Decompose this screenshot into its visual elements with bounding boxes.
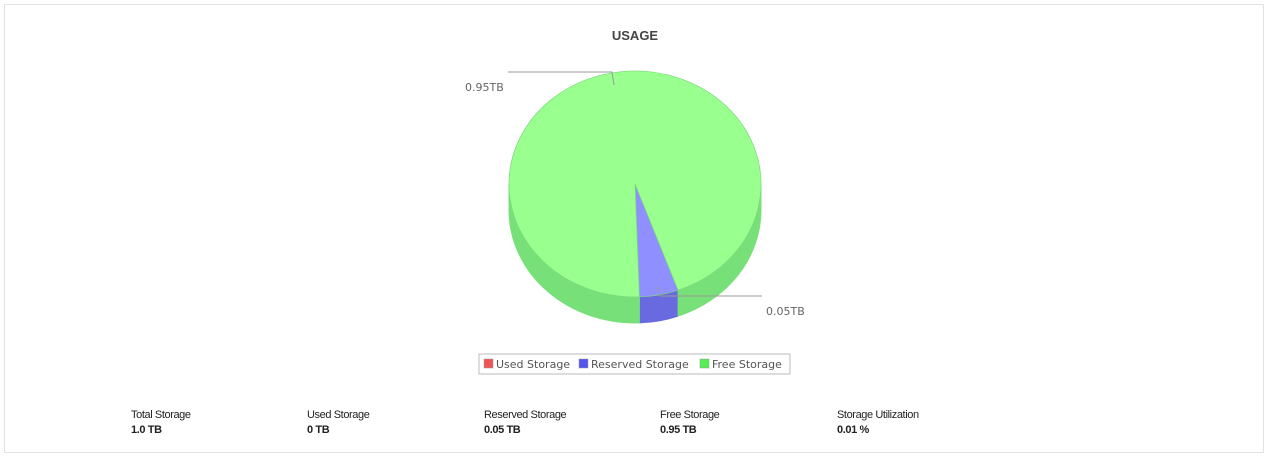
legend-swatch-used-storage <box>483 358 494 369</box>
stat-free-storage: Free Storage 0.95 TB <box>660 409 720 436</box>
stat-value: 0 TB <box>307 424 330 436</box>
legend-swatch-reserved-storage <box>578 358 589 369</box>
stat-label: Free Storage <box>660 409 720 421</box>
leader-line-reserved <box>656 285 762 297</box>
stat-value: 0.95 TB <box>660 424 697 436</box>
stat-label: Used Storage <box>307 409 370 421</box>
leader-line-free <box>508 71 615 86</box>
stat-value: 0.01 % <box>837 424 869 436</box>
data-label-reserved: 0.05TB <box>766 305 805 318</box>
stat-label: Total Storage <box>131 409 191 421</box>
legend-item-free-storage[interactable]: Free Storage <box>712 358 782 371</box>
stat-total-storage: Total Storage 1.0 TB <box>131 409 191 436</box>
data-label-free: 0.95TB <box>465 81 504 94</box>
stat-reserved-storage: Reserved Storage 0.05 TB <box>484 409 567 436</box>
stat-label: Storage Utilization <box>837 409 919 421</box>
stat-label: Reserved Storage <box>484 409 567 421</box>
stat-used-storage: Used Storage 0 TB <box>307 409 370 436</box>
legend-box <box>478 353 791 375</box>
chart-title: USAGE <box>612 28 659 43</box>
legend-item-reserved-storage[interactable]: Reserved Storage <box>591 358 689 371</box>
stat-value: 0.05 TB <box>484 424 521 436</box>
stat-storage-utilization: Storage Utilization 0.01 % <box>837 409 919 436</box>
legend: Used Storage Reserved Storage Free Storage <box>478 353 791 375</box>
usage-panel <box>4 4 1264 453</box>
stat-value: 1.0 TB <box>131 424 162 436</box>
legend-swatch-free-storage <box>699 358 710 369</box>
slice-free-storage[interactable] <box>508 70 762 298</box>
legend-item-used-storage[interactable]: Used Storage <box>496 358 570 371</box>
